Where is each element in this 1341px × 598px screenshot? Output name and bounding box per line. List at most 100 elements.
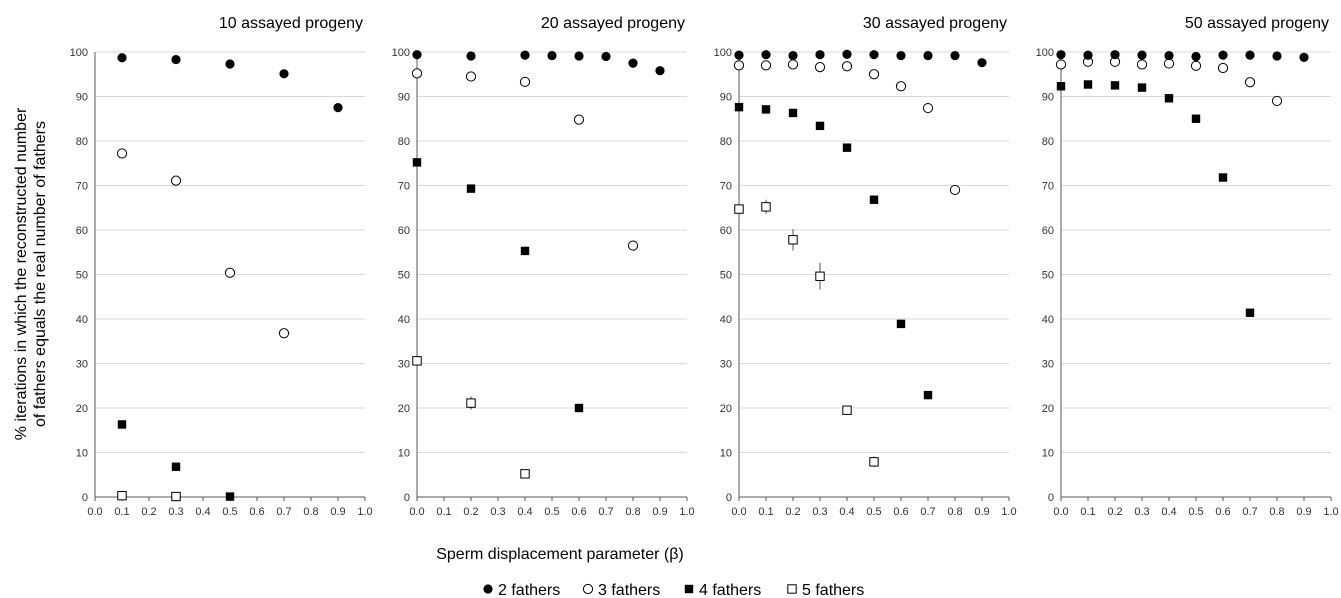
legend-marker	[582, 583, 594, 595]
data-point	[760, 60, 772, 71]
x-tick-label: 0.2	[785, 506, 800, 518]
y-tick-label: 80	[720, 136, 732, 148]
x-tick-label: 0.2	[463, 506, 478, 518]
data-point	[1164, 50, 1174, 61]
data-point	[1191, 51, 1201, 62]
data-point	[171, 54, 181, 65]
panel-4: 50 assayed progeny 0 10 20 30 40 50 60 70 80 90 100…	[1036, 15, 1339, 518]
x-tick-label: 0.0	[409, 506, 424, 518]
data-point	[787, 59, 799, 70]
data-point	[117, 53, 127, 63]
y-tick-label: 20	[1042, 403, 1054, 415]
x-tick-label: 0.6	[893, 506, 908, 518]
y-tick-label: 50	[76, 270, 88, 282]
y-tick-label: 40	[1042, 314, 1054, 326]
y-tick-label: 10	[76, 448, 88, 460]
x-tick-label: 0.5	[544, 506, 559, 518]
y-tick-label: 70	[1042, 181, 1054, 193]
y-tick-label: 0	[726, 492, 732, 504]
data-point	[1191, 114, 1201, 123]
data-point	[788, 235, 798, 245]
data-point	[977, 58, 987, 68]
data-point	[923, 390, 933, 400]
data-point	[868, 69, 880, 80]
data-point	[520, 50, 530, 60]
y-tick-label: 60	[1042, 225, 1054, 237]
legend-marker	[787, 584, 797, 594]
panel-title: 10 assayed progeny	[219, 15, 363, 32]
data-point	[761, 50, 771, 60]
x-tick-label: 0.1	[436, 506, 451, 518]
x-tick-label: 1.0	[679, 506, 694, 518]
data-point	[1163, 58, 1175, 69]
x-tick-label: 0.6	[571, 506, 586, 518]
y-tick-label: 70	[720, 181, 732, 193]
panel-3: 30 assayed progeny 0 10 20 30 40 50 60 70 80 90 100…	[714, 15, 1017, 518]
data-point	[1217, 62, 1229, 74]
y-tick-label: 0	[404, 492, 410, 504]
data-point	[171, 491, 181, 502]
legend-label: 3 fathers	[598, 582, 660, 598]
data-point	[225, 59, 235, 69]
data-point	[1055, 59, 1067, 70]
data-point	[949, 184, 961, 196]
data-point	[117, 420, 127, 429]
y-axis-label-line2: of fathers equals the real number of fat…	[32, 121, 49, 427]
legend-item: 2 fathers	[483, 582, 560, 598]
y-tick-label: 70	[76, 181, 88, 193]
x-tick-label: 0.3	[168, 506, 183, 518]
data-point	[788, 108, 798, 118]
y-tick-label: 20	[720, 403, 732, 415]
data-point	[1272, 51, 1282, 61]
x-tick-label: 0.4	[195, 506, 210, 518]
data-point	[573, 114, 585, 125]
data-point	[1083, 50, 1093, 60]
panel-title: 50 assayed progeny	[1185, 15, 1329, 32]
data-point	[734, 204, 744, 214]
data-point	[520, 469, 530, 479]
data-point	[116, 148, 128, 159]
y-tick-label: 40	[398, 314, 410, 326]
x-tick-label: 0.8	[947, 506, 962, 518]
y-tick-label: 30	[76, 359, 88, 371]
data-point	[1190, 60, 1202, 71]
data-point	[466, 184, 476, 193]
y-tick-label: 80	[398, 136, 410, 148]
x-tick-label: 0.7	[276, 506, 291, 518]
data-point	[1271, 95, 1283, 107]
legend-item: 5 fathers	[787, 582, 864, 598]
data-point	[1056, 50, 1066, 60]
x-tick-label: 0.5	[222, 506, 237, 518]
legend-marker	[684, 584, 694, 594]
chart-panels: 10 assayed progeny0102030405060708090100…	[70, 15, 1339, 518]
y-tick-label: 70	[398, 181, 410, 193]
y-tick-label: 60	[720, 225, 732, 237]
legend-item: 3 fathers	[582, 582, 660, 598]
x-tick-label: 0.1	[1080, 506, 1095, 518]
y-tick-label: 60	[398, 225, 410, 237]
data-point	[733, 60, 745, 71]
panel-title: 20 assayed progeny	[541, 15, 685, 32]
x-tick-label: 0.4	[517, 506, 532, 518]
data-point	[412, 356, 422, 366]
y-tick-label: 30	[720, 359, 732, 371]
data-point	[1137, 83, 1147, 92]
x-tick-label: 0.5	[866, 506, 881, 518]
x-tick-label: 0.4	[1161, 506, 1176, 518]
y-tick-label: 80	[1042, 136, 1054, 148]
data-point	[1244, 77, 1256, 88]
y-tick-label: 40	[76, 314, 88, 326]
y-tick-label: 60	[76, 225, 88, 237]
y-tick-label: 90	[76, 92, 88, 104]
data-point	[1136, 59, 1148, 70]
y-tick-label: 90	[1042, 92, 1054, 104]
y-tick-label: 90	[398, 92, 410, 104]
data-point	[628, 58, 638, 68]
data-point	[117, 490, 127, 501]
legend: 2 fathers 3 fathers 4 fathers 5 fathers	[483, 582, 864, 598]
x-tick-label: 0.7	[1242, 506, 1257, 518]
data-point	[761, 105, 771, 114]
legend-label: 4 fathers	[699, 582, 761, 598]
x-tick-label: 0.9	[330, 506, 345, 518]
data-point	[1299, 52, 1309, 62]
